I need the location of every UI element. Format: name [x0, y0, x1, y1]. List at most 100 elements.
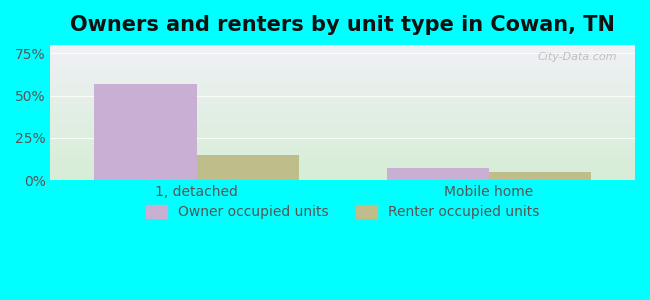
Bar	[51, 76, 635, 77]
Bar	[51, 60, 635, 61]
Bar	[51, 139, 635, 140]
Bar	[51, 107, 635, 108]
Bar	[51, 152, 635, 153]
Bar	[51, 96, 635, 97]
Bar	[51, 123, 635, 124]
Bar	[51, 177, 635, 178]
Bar	[51, 148, 635, 149]
Bar	[51, 114, 635, 115]
Bar	[51, 130, 635, 131]
Bar	[51, 164, 635, 165]
Bar	[51, 125, 635, 126]
Bar	[51, 163, 635, 164]
Bar	[51, 128, 635, 129]
Bar	[51, 167, 635, 168]
Bar	[51, 75, 635, 76]
Bar	[51, 64, 635, 65]
Bar	[51, 179, 635, 180]
Bar	[51, 81, 635, 82]
Bar	[51, 74, 635, 75]
Bar	[51, 111, 635, 112]
Bar	[51, 159, 635, 160]
Bar	[51, 131, 635, 132]
Bar	[51, 108, 635, 109]
Bar	[51, 129, 635, 130]
Bar	[51, 47, 635, 48]
Bar	[51, 115, 635, 116]
Bar	[51, 174, 635, 175]
Bar	[51, 48, 635, 49]
Bar	[51, 102, 635, 103]
Bar	[51, 178, 635, 179]
Bar	[51, 49, 635, 50]
Bar	[51, 118, 635, 119]
Bar	[51, 63, 635, 64]
Bar	[51, 145, 635, 146]
Bar	[51, 66, 635, 67]
Bar	[51, 83, 635, 84]
Bar	[387, 168, 489, 180]
Bar	[51, 54, 635, 55]
Bar	[51, 156, 635, 157]
Bar	[51, 79, 635, 80]
Bar	[51, 93, 635, 94]
Bar	[51, 117, 635, 118]
Bar	[51, 80, 635, 81]
Bar	[51, 46, 635, 47]
Bar	[51, 147, 635, 148]
Bar	[51, 134, 635, 135]
Bar	[51, 104, 635, 105]
Bar	[51, 50, 635, 51]
Title: Owners and renters by unit type in Cowan, TN: Owners and renters by unit type in Cowan…	[70, 15, 615, 35]
Bar	[51, 59, 635, 60]
Bar	[51, 140, 635, 141]
Bar	[51, 55, 635, 56]
Bar	[51, 135, 635, 136]
Bar	[51, 170, 635, 171]
Bar	[51, 87, 635, 88]
Bar	[51, 127, 635, 128]
Bar	[51, 71, 635, 72]
Bar	[51, 176, 635, 177]
Bar	[51, 69, 635, 70]
Bar	[51, 137, 635, 138]
Bar	[51, 95, 635, 96]
Bar	[51, 120, 635, 121]
Bar	[51, 133, 635, 134]
Bar	[51, 143, 635, 144]
Bar	[51, 53, 635, 54]
Bar	[51, 88, 635, 89]
Bar	[51, 70, 635, 71]
Bar	[51, 97, 635, 98]
Bar	[51, 141, 635, 142]
Bar	[51, 116, 635, 117]
Bar	[51, 171, 635, 172]
Bar	[51, 57, 635, 58]
Bar	[51, 61, 635, 62]
Bar	[51, 154, 635, 155]
Bar	[51, 150, 635, 151]
Bar	[51, 45, 635, 46]
Bar	[51, 92, 635, 93]
Bar	[51, 151, 635, 152]
Bar	[51, 99, 635, 100]
Bar	[51, 51, 635, 52]
Bar	[51, 90, 635, 91]
Bar	[51, 58, 635, 59]
Bar	[51, 169, 635, 170]
Bar	[51, 157, 635, 158]
Bar	[51, 142, 635, 143]
Bar	[51, 173, 635, 174]
Bar	[51, 113, 635, 114]
Bar	[51, 119, 635, 120]
Bar	[51, 101, 635, 102]
Bar	[51, 68, 635, 69]
Bar	[51, 126, 635, 127]
Bar	[51, 65, 635, 66]
Text: City-Data.com: City-Data.com	[538, 52, 617, 62]
Bar	[51, 82, 635, 83]
Bar	[51, 153, 635, 154]
Bar	[51, 67, 635, 68]
Bar	[51, 110, 635, 111]
Bar	[51, 138, 635, 139]
